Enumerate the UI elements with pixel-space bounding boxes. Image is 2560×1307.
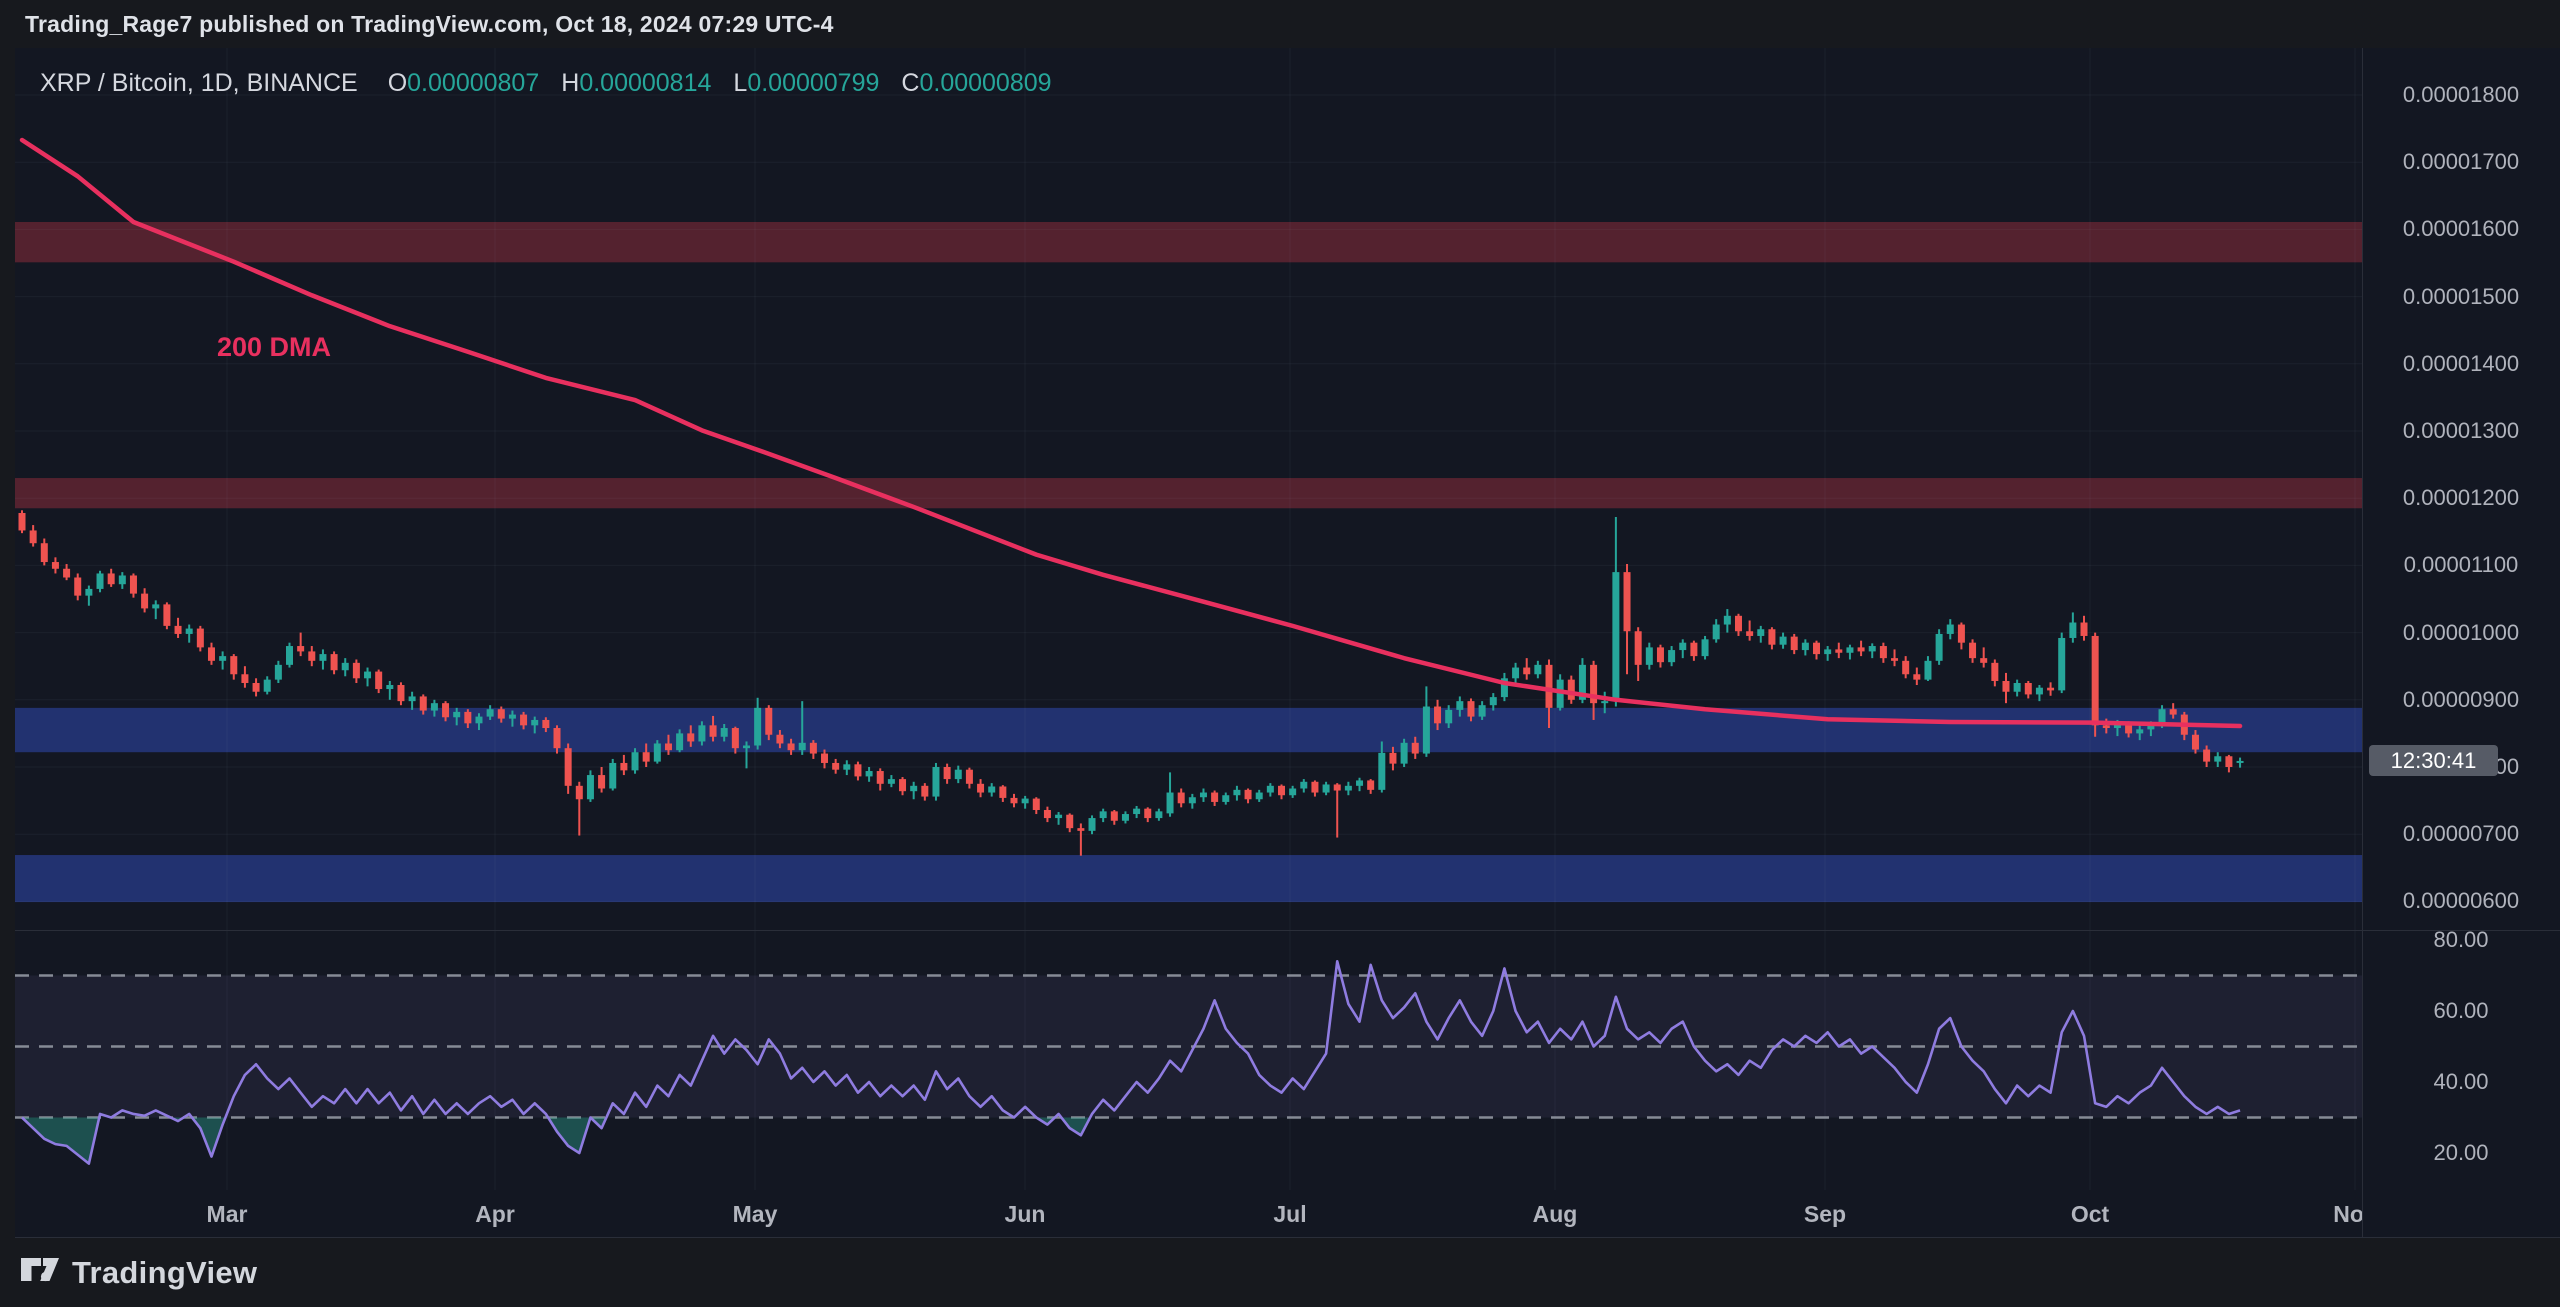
ohlc-close: C0.00000809 xyxy=(901,69,1051,98)
low-label: L xyxy=(733,68,748,97)
price-zones xyxy=(15,222,2362,903)
zone-resistance-mid xyxy=(15,478,2362,509)
rsi-tick: 20.00 xyxy=(2433,1140,2489,1165)
price-tick: 0.00000900 xyxy=(2402,686,2520,712)
tradingview-wordmark: TradingView xyxy=(72,1254,258,1290)
month-label: Nov xyxy=(2333,1201,2362,1227)
price-tick: 0.00001700 xyxy=(2402,149,2520,175)
sma200-line xyxy=(19,137,2243,729)
ohlc-low: L0.00000799 xyxy=(733,69,879,98)
low-value: 0.00000799 xyxy=(747,68,880,97)
rsi-tick: 60.00 xyxy=(2433,998,2489,1023)
branding-bar: TradingView xyxy=(0,1238,2560,1307)
month-label: Jul xyxy=(1273,1201,1307,1227)
ohlc-high: H0.00000814 xyxy=(561,69,711,98)
month-label: Oct xyxy=(2070,1201,2110,1227)
rsi-oversold-fill xyxy=(22,1117,1091,1164)
month-label: Jun xyxy=(1004,1201,1046,1227)
high-label: H xyxy=(561,68,580,97)
symbol-header: XRP / Bitcoin, 1D, BINANCE O0.00000807 H… xyxy=(40,66,1074,100)
open-label: O xyxy=(387,68,408,97)
price-tick: 0.00001500 xyxy=(2402,283,2520,309)
price-tick: 0.00000600 xyxy=(2402,888,2520,914)
rsi-tick: 80.00 xyxy=(2433,927,2489,952)
price-tick: 0.00001800 xyxy=(2402,82,2520,107)
rsi-levels xyxy=(15,974,2362,1119)
publish-info-text: Trading_Rage7 published on TradingView.c… xyxy=(25,10,834,37)
month-label: Sep xyxy=(1803,1201,1847,1227)
rsi-tick: 40.00 xyxy=(2433,1069,2489,1094)
price-tick: 0.00000700 xyxy=(2402,821,2520,847)
axis-bottom-border xyxy=(15,1237,2560,1238)
publish-info-bar: Trading_Rage7 published on TradingView.c… xyxy=(0,0,2560,48)
candlestick-series xyxy=(18,510,2244,856)
zone-resistance-upper xyxy=(15,222,2362,263)
chart-widget-background xyxy=(15,48,2560,1237)
time-axis: Mar Apr May Jun Jul Aug Sep Oct Nov xyxy=(0,1192,2362,1237)
month-label: Mar xyxy=(206,1201,248,1227)
close-value: 0.00000809 xyxy=(919,68,1052,97)
month-label: Aug xyxy=(1532,1201,1578,1227)
bar-countdown-timer: 12:30:41 xyxy=(2369,745,2498,776)
rsi-line xyxy=(21,959,2241,1165)
zone-support-lower xyxy=(15,855,2362,903)
gridlines xyxy=(15,48,2362,1190)
open-value: 0.00000807 xyxy=(407,68,540,97)
close-label: C xyxy=(901,68,920,97)
price-tick: 0.00001300 xyxy=(2402,418,2520,443)
high-value: 0.00000814 xyxy=(579,68,712,97)
pane-separator xyxy=(15,930,2560,931)
price-scale-border xyxy=(2362,48,2363,1237)
month-label: May xyxy=(732,1201,778,1227)
sma200-annotation: 200 DMA xyxy=(217,332,332,362)
month-label: Apr xyxy=(475,1201,515,1227)
price-tick: 0.00001000 xyxy=(2402,619,2520,645)
price-tick: 0.00001600 xyxy=(2402,216,2520,242)
zone-support-upper xyxy=(15,707,2362,753)
tradingview-logo-icon xyxy=(21,1257,59,1281)
price-tick: 0.00001100 xyxy=(2403,552,2519,578)
symbol-title: XRP / Bitcoin, 1D, BINANCE xyxy=(40,68,358,97)
ohlc-open: O0.00000807 xyxy=(388,69,540,98)
price-tick: 0.00001400 xyxy=(2402,350,2520,376)
price-tick: 0.00001200 xyxy=(2402,485,2520,511)
